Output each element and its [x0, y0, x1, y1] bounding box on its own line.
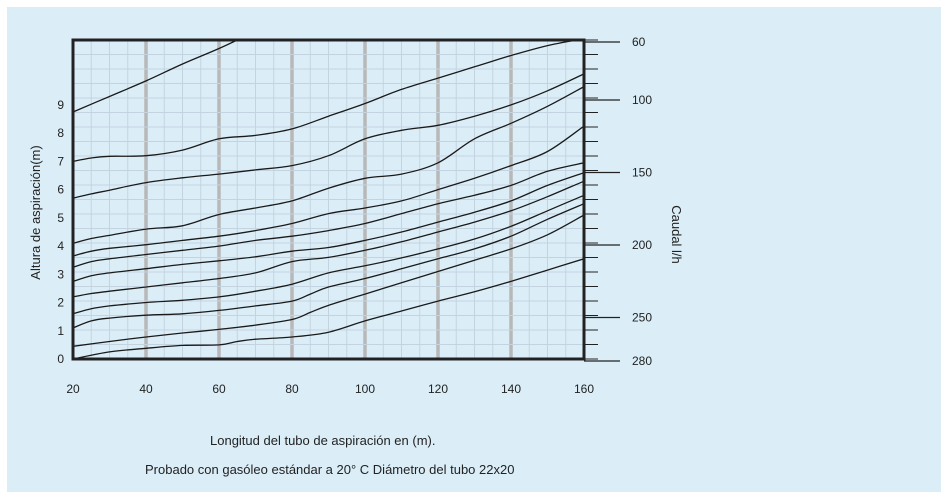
- series-line-8: [73, 125, 584, 257]
- y2-axis-title: Caudal l/h: [669, 205, 684, 264]
- y-tick-label: 8: [57, 126, 64, 140]
- chart-footnote: Probado con gasóleo estándar a 20° C Diá…: [145, 462, 515, 477]
- x-tick-label: 120: [428, 382, 448, 396]
- series-line-11: [73, 40, 581, 163]
- series-line-10: [73, 73, 584, 199]
- x-tick-label: 160: [574, 382, 594, 396]
- series-line-5: [73, 180, 584, 298]
- x-tick-label: 140: [501, 382, 521, 396]
- y-tick-label: 9: [57, 98, 64, 112]
- series-line-3: [73, 203, 584, 329]
- x-tick-label: 20: [66, 382, 80, 396]
- y-tick-label: 6: [57, 183, 64, 197]
- x-tick-label: 100: [355, 382, 375, 396]
- series-line-6: [73, 172, 584, 283]
- tick-labels: 60 100 150 200 250 280 0 1 2 3 4 5 6 7 8 9 20 40 60 80 100 12…: [57, 35, 652, 396]
- x-tick-label: 60: [212, 382, 226, 396]
- flow-tick-label: 250: [632, 311, 652, 325]
- flow-tick-label: 150: [632, 166, 652, 180]
- flow-tick-label: 100: [632, 93, 652, 107]
- series-line-2: [73, 214, 584, 347]
- y-tick-label: 1: [57, 324, 64, 338]
- x-tick-label: 40: [139, 382, 153, 396]
- y-tick-label: 7: [57, 154, 64, 168]
- series-line-1: [73, 258, 584, 359]
- y-tick-label: 0: [57, 352, 64, 366]
- y-tick-label: 2: [57, 296, 64, 310]
- chart-series: [73, 40, 584, 359]
- flow-tick-label: 280: [632, 354, 652, 368]
- flow-rate-axis: [584, 39, 620, 362]
- series-line-7: [73, 162, 584, 268]
- y-tick-label: 5: [57, 211, 64, 225]
- series-line-4: [73, 194, 584, 315]
- chart-grid: [72, 39, 585, 360]
- series-line-9: [73, 86, 584, 244]
- y-tick-label: 3: [57, 267, 64, 281]
- y-axis-title: Altura de aspiración(m): [28, 145, 43, 279]
- x-axis-title: Longitud del tubo de aspiración en (m).: [210, 433, 436, 448]
- y-tick-label: 4: [57, 239, 64, 253]
- flow-tick-label: 200: [632, 238, 652, 252]
- x-tick-label: 80: [285, 382, 299, 396]
- series-line-12: [73, 40, 239, 113]
- flow-tick-label: 60: [632, 35, 646, 49]
